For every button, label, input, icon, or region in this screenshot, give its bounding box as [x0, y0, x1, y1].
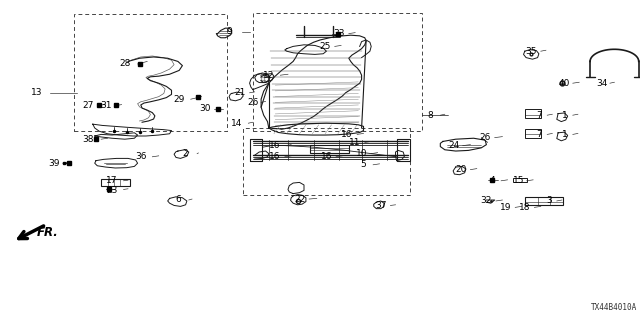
Bar — [243, 128, 410, 195]
Text: 37: 37 — [375, 201, 387, 210]
Text: 12: 12 — [263, 71, 275, 80]
Text: 7: 7 — [536, 111, 541, 120]
Text: FR.: FR. — [37, 227, 59, 239]
Text: 32: 32 — [481, 196, 492, 205]
Text: 30: 30 — [199, 104, 211, 113]
Text: 29: 29 — [173, 95, 185, 104]
Text: 1: 1 — [562, 130, 567, 139]
Text: 20: 20 — [455, 165, 467, 174]
Text: 33: 33 — [333, 29, 345, 38]
Bar — [253, 13, 422, 131]
Text: 5: 5 — [361, 160, 366, 169]
Bar — [74, 14, 227, 131]
Text: 8: 8 — [428, 111, 433, 120]
Bar — [525, 129, 541, 138]
Text: 17: 17 — [106, 176, 118, 185]
Text: 35: 35 — [525, 47, 537, 56]
Text: 25: 25 — [319, 42, 331, 51]
Text: TX44B4010A: TX44B4010A — [591, 303, 637, 312]
Bar — [101, 179, 130, 186]
Text: 23: 23 — [106, 186, 118, 195]
Text: 16: 16 — [269, 152, 281, 161]
Text: 15: 15 — [513, 176, 524, 185]
Text: 19: 19 — [500, 203, 511, 212]
Text: 21: 21 — [234, 88, 246, 97]
Text: 18: 18 — [519, 203, 531, 212]
Text: 14: 14 — [231, 119, 243, 128]
Text: 7: 7 — [536, 130, 541, 139]
Text: 1: 1 — [562, 111, 567, 120]
Text: 31: 31 — [100, 101, 111, 110]
Bar — [513, 178, 527, 182]
Text: 9: 9 — [227, 28, 232, 36]
Text: 16: 16 — [269, 141, 281, 150]
Text: 6: 6 — [175, 196, 180, 204]
Text: 4: 4 — [490, 176, 495, 185]
Text: 39: 39 — [49, 159, 60, 168]
Text: 24: 24 — [449, 141, 460, 150]
Text: 16: 16 — [341, 130, 353, 139]
Text: 3: 3 — [547, 196, 552, 205]
Text: 28: 28 — [119, 60, 131, 68]
Text: 16: 16 — [321, 152, 332, 161]
Text: 13: 13 — [31, 88, 43, 97]
Text: 40: 40 — [559, 79, 570, 88]
Text: 22: 22 — [294, 195, 305, 204]
Text: 38: 38 — [83, 135, 94, 144]
Text: 10: 10 — [356, 149, 367, 158]
Bar — [310, 145, 349, 153]
Bar — [525, 109, 541, 118]
Text: 34: 34 — [596, 79, 607, 88]
Text: 11: 11 — [349, 138, 361, 147]
Text: 2: 2 — [183, 149, 188, 158]
Text: 26: 26 — [479, 133, 491, 142]
Text: 26: 26 — [247, 98, 259, 107]
Text: 36: 36 — [135, 152, 147, 161]
Bar — [525, 197, 563, 205]
Text: 27: 27 — [83, 101, 94, 110]
